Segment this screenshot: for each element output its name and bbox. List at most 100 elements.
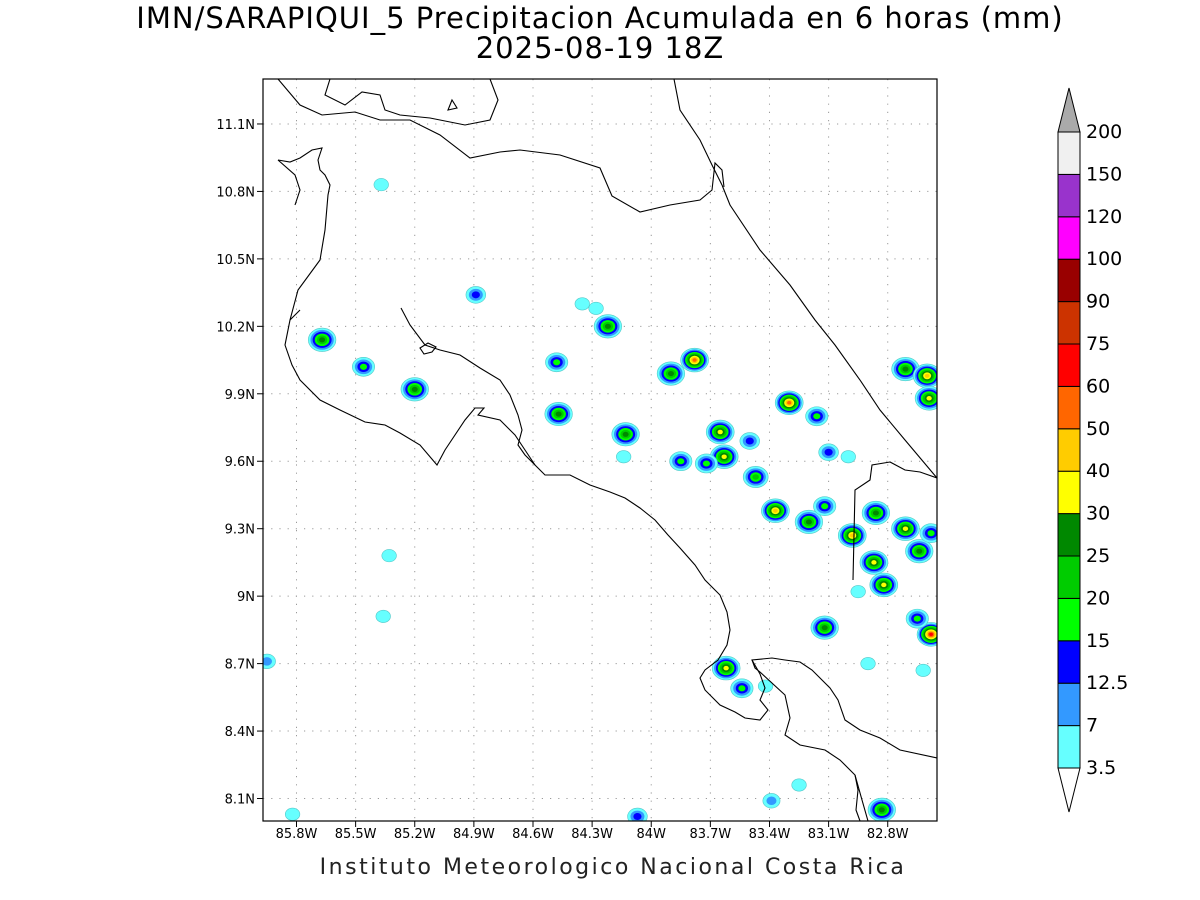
lon-tick-label: 83.4W	[749, 827, 791, 842]
rain-cell	[308, 327, 337, 352]
rain-cell	[669, 451, 693, 472]
rain-cell	[381, 549, 397, 563]
rain-cell	[375, 609, 391, 623]
ometepe-island	[447, 98, 458, 111]
rain-cell	[284, 807, 301, 821]
rain-contour	[411, 386, 418, 392]
colorbar-label: 30	[1086, 503, 1110, 525]
rain-cell	[711, 655, 741, 681]
lon-tick-label: 85.8W	[276, 827, 318, 842]
colorbar-swatch	[1057, 597, 1081, 642]
rain-contour	[717, 429, 723, 435]
rain-cell	[588, 301, 604, 315]
rain-contour	[916, 548, 923, 554]
rain-cell	[730, 678, 754, 699]
lon-tick-label: 85.5W	[335, 827, 377, 842]
rain-contour	[902, 526, 909, 531]
lat-tick-label: 8.7N	[225, 658, 255, 673]
coastline-borders	[277, 79, 937, 821]
rain-contour	[588, 301, 604, 315]
colorbar-swatch	[1057, 216, 1081, 260]
caribbean-coast-nicaragua	[673, 79, 723, 186]
costa-rica-panama-border	[852, 461, 937, 581]
caribbean-coast-costa-rica	[721, 184, 937, 479]
colorbar-label: 3.5	[1086, 757, 1116, 779]
rain-contour	[824, 448, 833, 456]
lat-tick-label: 10.8N	[216, 185, 255, 200]
rain-contour	[738, 685, 746, 692]
rain-cell	[627, 807, 648, 821]
rain-cell	[837, 523, 867, 548]
lat-tick-label: 8.4N	[225, 725, 255, 740]
rain-cell	[813, 496, 837, 517]
rain-cell	[794, 509, 824, 534]
rain-cell	[762, 793, 781, 809]
rain-cell	[680, 347, 709, 373]
rain-cell	[545, 352, 569, 373]
rain-contour	[872, 510, 879, 516]
lon-tick-label: 84.6W	[512, 827, 554, 842]
colorbar-label: 90	[1086, 291, 1110, 313]
rain-contour	[667, 370, 674, 377]
rain-cell	[352, 356, 376, 377]
rain-cell	[905, 539, 934, 564]
colorbar-swatch	[1057, 173, 1081, 218]
rain-cell	[593, 314, 622, 339]
rain-contour	[633, 813, 642, 820]
rain-cell	[912, 363, 937, 388]
rain-cell	[574, 297, 590, 311]
lon-tick-label: 84W	[637, 827, 667, 842]
rain-contour	[766, 796, 777, 806]
colorbar-label: 7	[1086, 715, 1098, 737]
rain-cell	[860, 657, 876, 671]
rain-cell	[611, 422, 640, 447]
latitude-tick-labels: 11.1N 10.8N 10.5N 10.2N 9.9N 9.6N 9.3N 9N 8.7N 8.…	[216, 118, 255, 808]
rain-contour	[622, 431, 629, 437]
rain-cell	[818, 443, 839, 461]
rain-cell	[891, 357, 920, 382]
rain-cell	[805, 406, 829, 427]
rain-contour	[723, 665, 729, 671]
rain-cell	[544, 401, 573, 427]
lat-tick-label: 9.6N	[225, 455, 255, 470]
rain-cell	[840, 450, 856, 464]
rain-contour	[381, 549, 397, 563]
rain-cell	[869, 572, 899, 598]
lon-tick-label: 83.7W	[689, 827, 731, 842]
colorbar-swatch	[1057, 725, 1081, 769]
pacific-coast-costa-rica	[277, 147, 769, 721]
rain-cell	[905, 608, 929, 629]
rain-contour	[757, 679, 774, 693]
rain-contour	[927, 530, 935, 537]
rain-contour	[702, 460, 710, 467]
rain-contour	[913, 615, 921, 622]
rain-cell	[861, 500, 891, 525]
colorbar-swatch	[1057, 555, 1081, 599]
rain-contour	[555, 411, 562, 417]
rain-contour	[813, 413, 821, 420]
rain-cell	[465, 286, 487, 304]
colorbar-swatch	[1057, 682, 1081, 727]
rain-cell	[810, 615, 839, 640]
rain-contour	[284, 807, 301, 821]
rain-contour	[574, 297, 590, 311]
colorbar-label: 60	[1086, 375, 1110, 397]
rain-contour	[745, 437, 754, 445]
rain-cell	[774, 390, 804, 415]
colorbar-label: 20	[1086, 587, 1110, 609]
rain-cell	[859, 550, 889, 575]
lat-tick-label: 9N	[237, 590, 255, 605]
rain-cell	[850, 585, 866, 599]
colorbar-label: 75	[1086, 333, 1110, 355]
rain-cell	[757, 679, 774, 693]
lat-tick-label: 8.1N	[225, 793, 255, 808]
lat-tick-label: 10.2N	[216, 320, 255, 335]
rain-contour	[929, 632, 933, 636]
rain-contour	[373, 178, 389, 192]
colorbar-label: 200	[1086, 121, 1122, 143]
lat-tick-label: 9.3N	[225, 523, 255, 538]
footer-credit: Instituto Meteorologico Nacional Costa R…	[319, 855, 907, 880]
rain-contour	[319, 337, 326, 343]
rain-contour	[915, 663, 931, 677]
map-subtitle-datetime: 2025-08-19 18Z	[475, 31, 725, 65]
